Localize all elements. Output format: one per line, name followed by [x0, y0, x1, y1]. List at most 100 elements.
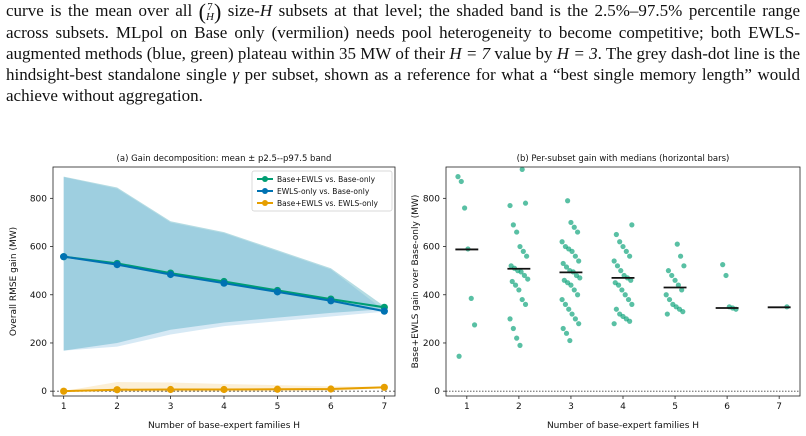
x-tick-label: 3 — [568, 402, 574, 412]
y-tick-label: 800 — [423, 194, 440, 204]
data-point — [675, 282, 681, 288]
data-point — [613, 306, 619, 312]
data-point — [569, 248, 575, 254]
data-point — [512, 282, 519, 288]
caption-math: H = 7 — [449, 44, 491, 64]
y-tick-label: 200 — [30, 339, 47, 349]
caption-text: size- — [227, 1, 260, 20]
data-point — [620, 243, 626, 250]
data-point — [622, 292, 628, 298]
data-point — [677, 253, 684, 259]
data-point — [679, 287, 685, 293]
data-point — [565, 198, 571, 204]
caption-text: curve is the mean over all — [6, 1, 193, 20]
legend-label-1: EWLS-only vs. Base-only — [277, 187, 370, 196]
data-point — [571, 224, 577, 230]
data-point — [507, 316, 513, 322]
legend-marker-2 — [262, 200, 268, 206]
data-point — [563, 330, 570, 336]
data-point — [625, 296, 632, 303]
x-tick-label: 6 — [328, 402, 334, 412]
binomial-coefficient: (7 H) — [198, 0, 222, 25]
data-point — [327, 385, 335, 393]
caption-math: γ — [232, 65, 240, 85]
data-point — [611, 321, 617, 327]
data-point — [517, 243, 523, 250]
y-tick-label: 600 — [423, 243, 440, 253]
data-point — [559, 296, 565, 303]
data-point — [614, 263, 621, 269]
x-tick-label: 3 — [168, 402, 174, 412]
data-point — [60, 387, 68, 395]
data-point — [623, 248, 629, 254]
data-point — [664, 311, 670, 317]
band-0 — [63, 176, 385, 351]
data-point — [522, 200, 529, 206]
data-point — [560, 325, 566, 332]
x-tick-label: 2 — [114, 402, 120, 412]
x-tick-label: 7 — [776, 402, 782, 412]
data-point — [576, 321, 582, 327]
legend-label-2: Base+EWLS vs. EWLS-only — [277, 199, 379, 208]
data-point — [577, 275, 583, 281]
data-point — [613, 231, 619, 238]
data-point — [663, 292, 669, 298]
data-point — [514, 335, 520, 341]
data-point — [510, 222, 516, 228]
band-1 — [63, 177, 385, 351]
data-point — [520, 248, 526, 254]
data-point — [574, 292, 581, 298]
data-point — [514, 229, 520, 235]
x-tick-label: 4 — [221, 402, 227, 412]
data-point — [669, 272, 675, 279]
data-point — [680, 309, 686, 315]
y-axis-label: Base+EWLS gain over Base-only (MW) — [411, 195, 421, 369]
caption-math: H = 3 — [556, 44, 598, 64]
data-point — [619, 287, 625, 293]
data-point — [569, 311, 575, 317]
data-point — [572, 316, 578, 322]
data-point — [666, 296, 673, 303]
data-point — [723, 272, 729, 279]
data-point — [571, 287, 577, 293]
x-tick-label: 5 — [672, 402, 678, 412]
data-point — [524, 253, 530, 259]
y-tick-label: 0 — [41, 387, 47, 397]
figure-caption: curve is the mean over all (7 H) size-H s… — [6, 0, 801, 106]
x-tick-label: 5 — [275, 402, 281, 412]
caption-text: . The grey dash-dot line is the hindsigh… — [6, 44, 801, 85]
caption-text: percentile range across subsets. MLpol o… — [6, 1, 801, 64]
data-point — [559, 239, 565, 245]
caption-value: 35 MW — [339, 44, 392, 64]
data-point — [455, 174, 461, 180]
x-tick-label: 4 — [620, 402, 626, 412]
data-point — [380, 307, 388, 315]
data-point — [517, 342, 523, 348]
data-point — [627, 318, 633, 324]
panel-a-title: (a) Gain decomposition: mean ± p2.5--p97… — [117, 154, 332, 164]
data-point — [113, 261, 121, 269]
data-point — [273, 288, 282, 296]
data-point — [522, 301, 529, 307]
data-point — [519, 166, 525, 173]
legend-marker-1 — [262, 188, 268, 194]
data-point — [628, 277, 634, 283]
data-point — [572, 253, 578, 259]
panel-b-chart: (b) Per-subset gain with medians (horizo… — [411, 154, 801, 431]
data-point — [611, 258, 617, 264]
y-tick-label: 400 — [423, 291, 440, 301]
data-point — [720, 262, 726, 268]
data-point — [113, 386, 121, 394]
data-point — [525, 276, 531, 282]
y-tick-label: 200 — [423, 339, 440, 349]
data-point — [681, 263, 687, 269]
data-point — [672, 277, 678, 283]
data-point — [456, 353, 462, 359]
data-point — [615, 282, 622, 288]
data-point — [468, 295, 474, 301]
data-point — [380, 383, 388, 391]
data-point — [629, 301, 635, 307]
data-point — [567, 337, 573, 344]
data-point — [519, 296, 525, 303]
